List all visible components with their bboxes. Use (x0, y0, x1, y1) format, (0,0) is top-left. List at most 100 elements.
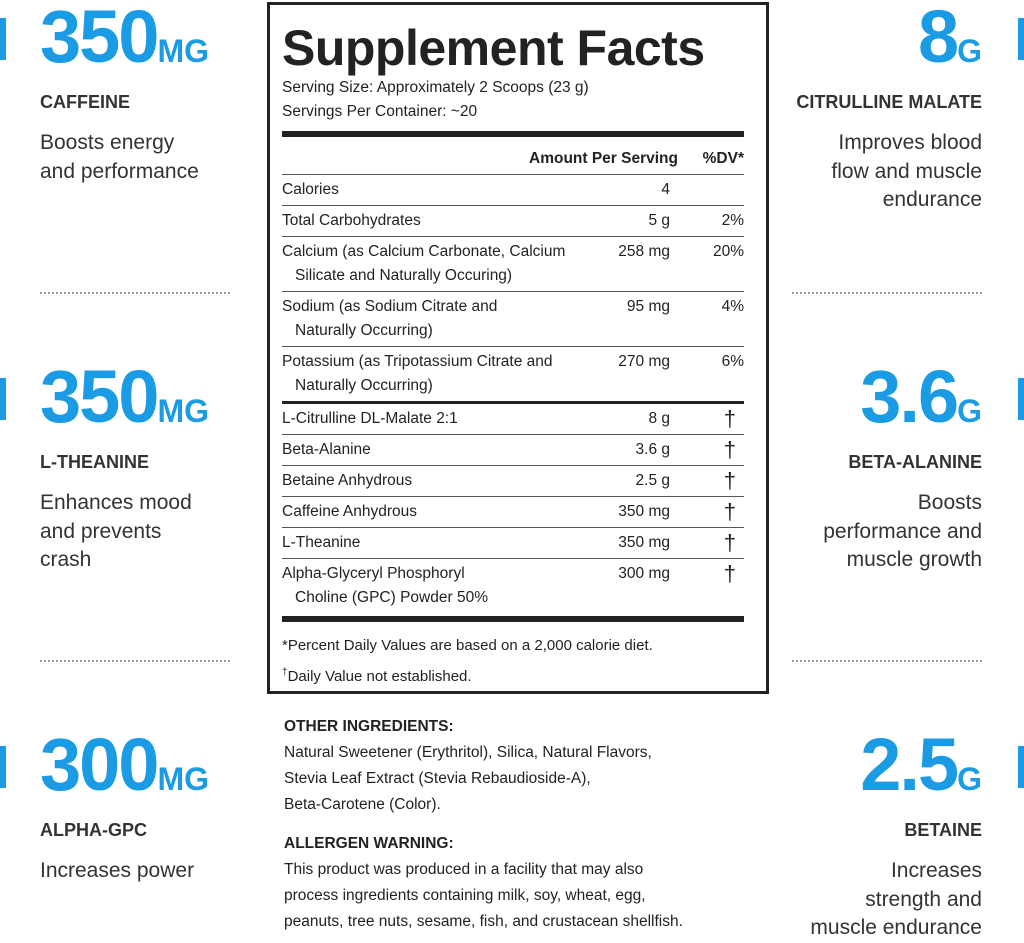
accent-bar (0, 746, 6, 788)
allergen-warning: ALLERGEN WARNING: This product was produc… (284, 831, 683, 935)
description-line: and performance (40, 159, 199, 183)
amount-unit: G (957, 33, 982, 69)
nutrient-name: Calcium (as Calcium Carbonate, Calcium Si… (282, 240, 612, 288)
feature-amount: 8G (722, 0, 982, 86)
text-line: process ingredients containing milk, soy… (284, 887, 646, 904)
name-line: Naturally Occurring) (295, 377, 433, 394)
description-line: Boosts (917, 491, 982, 514)
nutrient-row: Alpha-Glyceryl Phosphoryl Choline (GPC) P… (282, 559, 744, 613)
name-line: Caffeine Anhydrous (282, 503, 418, 520)
feature: 8G CITRULLINE MALATE Improves blood flow an… (722, 0, 982, 215)
description-line: Enhances mood (40, 491, 192, 514)
feature-amount: 2.5G (722, 728, 982, 814)
name-line: Total Carbohydrates (282, 212, 421, 229)
amount-unit: G (957, 393, 982, 429)
dagger: † (282, 667, 288, 678)
text-line: peanuts, tree nuts, sesame, fish, and cr… (284, 913, 683, 930)
table-header: Amount Per Serving %DV* (282, 137, 744, 175)
nutrient-dv: 4% (721, 298, 744, 315)
nutrient-amount: 270 mg (618, 353, 670, 370)
feature-name: L-THEANINE (40, 452, 149, 472)
nutrient-row: Calories 4 (282, 175, 744, 206)
name-line: Choline (GPC) Powder 50% (295, 589, 488, 606)
nutrient-name: Potassium (as Tripotassium Citrate and Na… (282, 350, 612, 398)
nutrient-dv: 6% (721, 353, 744, 370)
heading: ALLERGEN WARNING: (284, 835, 454, 852)
nutrient-amount: 8 g (648, 410, 670, 427)
description-line: Increases (890, 859, 982, 882)
amount-unit: MG (157, 761, 210, 797)
feature-description: Enhances mood and prevents crash (40, 489, 300, 575)
description-line: crash (40, 548, 92, 571)
name-line: Beta-Alanine (282, 441, 371, 458)
footnote: *Percent Daily Values are based on a 2,0… (282, 637, 653, 654)
name-line: Calories (282, 181, 339, 198)
nutrient-dv: † (723, 530, 736, 555)
description-line: Improves blood (838, 131, 982, 154)
supplement-facts-panel: Supplement Facts Serving Size: Approxima… (267, 2, 769, 694)
nutrient-dv: 2% (721, 212, 744, 229)
feature-amount: 350MG (40, 0, 300, 86)
feature: 300MG ALPHA-GPC Increases power (40, 728, 300, 886)
name-line: Silicate and Naturally Occuring) (295, 267, 513, 284)
feature-description: Improves blood flow and muscle endurance (722, 129, 982, 215)
nutrient-row: Sodium (as Sodium Citrate and Naturally O… (282, 292, 744, 347)
nutrient-row: Total Carbohydrates 5 g 2% (282, 206, 744, 237)
nutrient-dv (670, 178, 744, 202)
dotted-separator (40, 292, 230, 294)
serving-size: Serving Size: Approximately 2 Scoops (23… (282, 79, 589, 96)
accent-bar (1018, 746, 1024, 788)
nutrient-name: Alpha-Glyceryl Phosphoryl Choline (GPC) P… (282, 562, 612, 610)
thick-rule (282, 131, 744, 137)
feature: 2.5G BETAINE Increases strength and muscle e… (722, 728, 982, 943)
text-line: This product was produced in a facility … (284, 861, 644, 878)
description-line: muscle growth (846, 548, 982, 571)
feature: 3.6G BETA-ALANINE Boosts performance and mus… (722, 360, 982, 575)
heading: OTHER INGREDIENTS: (284, 718, 454, 735)
amount-unit: MG (157, 393, 210, 429)
dotted-separator (792, 292, 982, 294)
name-line: L-Citrulline DL-Malate 2:1 (282, 410, 458, 427)
accent-bar (0, 18, 6, 60)
description-line: and prevents (40, 519, 162, 543)
amount-number: 350 (40, 355, 159, 438)
feature-amount: 300MG (40, 728, 300, 814)
name-line: Alpha-Glyceryl Phosphoryl (282, 565, 465, 582)
text-line: Beta-Carotene (Color). (284, 796, 441, 813)
feature-description: Boosts performance and muscle growth (722, 489, 982, 575)
nutrient-name: Betaine Anhydrous (282, 469, 612, 493)
nutrient-row: Betaine Anhydrous 2.5 g † (282, 466, 744, 497)
nutrient-row: L-Citrulline DL-Malate 2:1 8 g † (282, 404, 744, 435)
nutrient-amount: 3.6 g (635, 441, 670, 458)
nutrient-row: Potassium (as Tripotassium Citrate and Na… (282, 347, 744, 404)
text-line: Natural Sweetener (Erythritol), Silica, … (284, 744, 652, 761)
nutrient-name: Calories (282, 178, 612, 202)
name-line: L-Theanine (282, 534, 361, 551)
nutrient-amount: 300 mg (618, 565, 670, 582)
feature: 350MG L-THEANINE Enhances mood and prevents… (40, 360, 300, 575)
nutrient-amount: 2.5 g (635, 472, 670, 489)
description-line: strength and (865, 887, 982, 911)
nutrient-dv: 20% (712, 243, 744, 260)
feature-description: Increases strength and muscle endurance (722, 857, 982, 943)
description-line: muscle endurance (810, 916, 982, 939)
nutrient-row: Calcium (as Calcium Carbonate, Calcium Si… (282, 237, 744, 292)
description-line: Increases power (40, 859, 195, 882)
accent-bar (1018, 18, 1024, 60)
description-line: Boosts energy (40, 131, 175, 154)
description-line: endurance (882, 188, 982, 211)
footnote-text: Daily Value not established. (287, 668, 472, 685)
nutrient-dv: † (723, 468, 736, 493)
nutrient-name: Beta-Alanine (282, 438, 612, 462)
nutrient-dv: † (723, 406, 736, 431)
facts-title: Supplement Facts (282, 20, 705, 76)
servings-per-container: Servings Per Container: ~20 (282, 103, 478, 120)
nutrient-dv: † (723, 437, 736, 462)
feature-amount: 350MG (40, 360, 300, 446)
nutrient-amount: 258 mg (618, 243, 670, 260)
nutrient-amount: 5 g (648, 212, 670, 229)
nutrient-amount: 350 mg (618, 534, 670, 551)
nutrient-amount: 350 mg (618, 503, 670, 520)
facts-table: Amount Per Serving %DV* Calories 4 Total C… (282, 137, 744, 613)
